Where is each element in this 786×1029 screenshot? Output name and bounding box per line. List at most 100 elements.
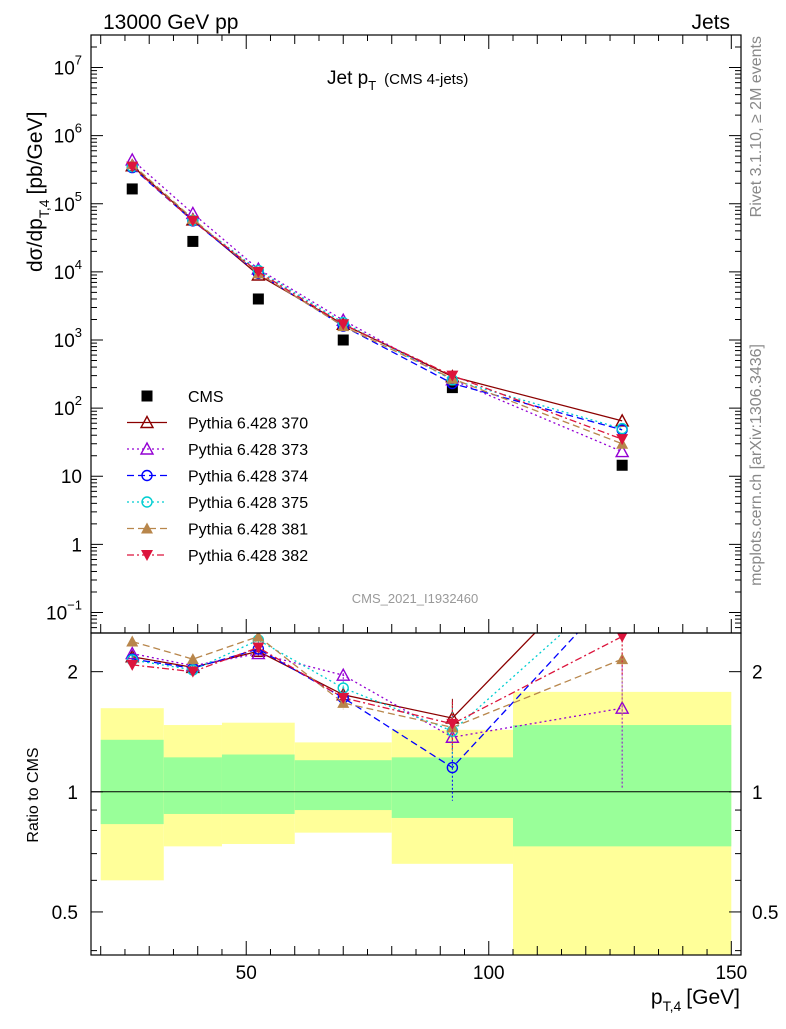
- series-line-pythia-6-428-373: [131, 159, 623, 453]
- legend-marker: [141, 469, 153, 482]
- y-tick-label: 104: [54, 257, 82, 284]
- series-line-pythia-6-428-374: [131, 167, 623, 431]
- y-tick-label: 105: [54, 189, 82, 216]
- ratio-y-axis-label: Ratio to CMS: [25, 747, 42, 842]
- legend-label: Pythia 6.428 382: [188, 548, 308, 565]
- legend-entry: Pythia 6.428 382: [127, 548, 308, 565]
- ratio-line-pythia-6-428-382: [132, 635, 623, 725]
- data-point: [337, 319, 350, 331]
- data-point: [446, 382, 458, 394]
- ratio-point: [186, 653, 199, 665]
- data-point: [446, 370, 459, 382]
- ratio-tick-label-right: 0.5: [752, 903, 778, 924]
- series-line-pythia-6-428-370: [131, 165, 623, 422]
- x-axis-label: pT,4 [GeV]: [651, 986, 740, 1014]
- y-tick-label: 107: [54, 53, 82, 80]
- ratio-point: [616, 537, 628, 548]
- band-inner-bin: [100, 739, 164, 825]
- ratio-tick-label-right: 1: [752, 783, 763, 804]
- ratio-tick-label-left: 2: [67, 663, 78, 684]
- y-axis-label: dσ/dpT,4[pb/GeV]: [24, 112, 52, 272]
- legend-entry: Pythia 6.428 375: [127, 495, 308, 512]
- ratio-point: [616, 653, 629, 665]
- plot-title: Jet pT (CMS 4-jets): [327, 68, 468, 93]
- legend-marker: [141, 522, 153, 534]
- data-point: [614, 444, 630, 458]
- y-tick-label: 106: [54, 121, 82, 148]
- legend-label: Pythia 6.428 374: [188, 469, 308, 486]
- band-inner-bin: [294, 760, 392, 811]
- ratio-point: [125, 646, 140, 660]
- side-rivet-label: Rivet 3.1.10, ≥ 2M events: [748, 36, 765, 217]
- data-point: [252, 293, 264, 305]
- series-line-pythia-6-428-382: [131, 166, 623, 440]
- ratio-line-pythia-6-428-374: [132, 633, 579, 769]
- legend-entry: Pythia 6.428 374: [127, 469, 308, 486]
- legend-label: Pythia 6.428 370: [188, 416, 308, 433]
- data-point: [337, 334, 349, 346]
- data-point: [252, 266, 265, 278]
- ratio-point: [337, 692, 350, 704]
- ratio-line-pythia-6-428-370: [132, 633, 536, 719]
- legend-marker: [141, 390, 153, 402]
- ratio-line-pythia-6-428-373: [132, 652, 623, 738]
- legend-label: Pythia 6.428 375: [188, 495, 308, 512]
- ratio-tick-label-right: 2: [752, 663, 763, 684]
- legend-entry: Pythia 6.428 373: [127, 441, 308, 459]
- y-tick-label: 10−1: [46, 597, 82, 624]
- band-inner-bin: [163, 757, 222, 814]
- ratio-point: [126, 659, 139, 671]
- data-point: [616, 422, 628, 435]
- side-mcplots-label: mcplots.cern.ch [arXiv:1306.3436]: [748, 344, 765, 586]
- header-process: 13000 GeV pp: [103, 11, 238, 34]
- y-tick-label: 103: [54, 325, 82, 352]
- data-point: [187, 235, 199, 247]
- y-tick-label: 102: [54, 393, 82, 420]
- legend-marker: [141, 496, 153, 508]
- ratio-point: [446, 761, 459, 774]
- ratio-point: [617, 580, 627, 590]
- series-line-pythia-6-428-375: [131, 166, 623, 430]
- ratio-tick-label-left: 0.5: [52, 903, 78, 924]
- y-tick-label: 10: [61, 467, 82, 488]
- data-point: [616, 434, 629, 446]
- legend-label: Pythia 6.428 381: [188, 522, 308, 539]
- ratio-point: [446, 718, 459, 730]
- ratio-point: [616, 633, 628, 643]
- legend-label: CMS: [188, 389, 224, 406]
- data-point: [126, 161, 139, 173]
- legend-entry: Pythia 6.428 370: [127, 415, 308, 433]
- ratio-point: [186, 666, 199, 678]
- legend-marker: [139, 441, 155, 455]
- ratio-point: [126, 635, 139, 647]
- data-point: [614, 413, 630, 427]
- legend-label: Pythia 6.428 373: [188, 442, 308, 459]
- main-plot-frame: [90, 34, 742, 634]
- ratio-point: [617, 575, 627, 585]
- band-inner-bin: [221, 754, 295, 814]
- x-tick-label: 50: [236, 963, 257, 984]
- data-point: [186, 215, 199, 227]
- legend-entry: Pythia 6.428 381: [127, 522, 308, 539]
- analysis-id-watermark: CMS_2021_I1932460: [352, 591, 479, 606]
- ratio-point: [336, 667, 351, 681]
- ratio-uncertainty-band: [91, 691, 741, 955]
- data-point: [126, 183, 138, 195]
- ratio-line-pythia-6-428-375: [132, 633, 564, 732]
- header-observable: Jets: [691, 11, 730, 34]
- main-plot-area: [125, 152, 630, 471]
- x-tick-label: 100: [473, 963, 505, 984]
- series-line-pythia-6-428-381: [131, 163, 623, 445]
- data-point: [616, 459, 628, 471]
- legend-marker: [141, 550, 153, 561]
- ratio-tick-label-left: 1: [67, 783, 78, 804]
- legend: CMS Pythia 6.428 370 Pythia 6.428 373 Pythi…: [127, 389, 308, 565]
- ratio-point: [252, 642, 265, 654]
- ratio-point: [252, 633, 265, 642]
- y-tick-label: 1: [71, 535, 82, 556]
- x-tick-label: 150: [715, 963, 747, 984]
- band-inner-bin: [391, 757, 514, 818]
- ratio-plot-area: [125, 537, 630, 801]
- legend-marker: [139, 415, 155, 429]
